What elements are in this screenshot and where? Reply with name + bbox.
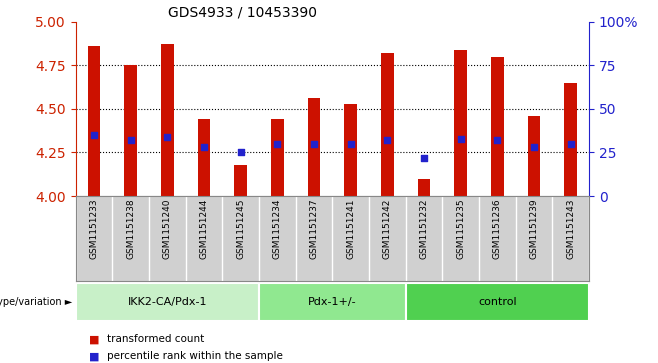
Bar: [491, 57, 503, 196]
Point: [236, 150, 246, 155]
Text: GDS4933 / 10453390: GDS4933 / 10453390: [168, 5, 317, 19]
Text: ■: ■: [89, 351, 99, 362]
Text: GSM1151240: GSM1151240: [163, 199, 172, 259]
Bar: [271, 119, 284, 196]
Text: ■: ■: [89, 334, 99, 344]
Text: GSM1151242: GSM1151242: [383, 199, 392, 259]
Bar: [454, 50, 467, 196]
Bar: [528, 116, 540, 196]
Text: GSM1151241: GSM1151241: [346, 199, 355, 259]
Text: Pdx-1+/-: Pdx-1+/-: [308, 297, 357, 307]
Point: [309, 141, 319, 147]
Point: [492, 137, 503, 143]
Text: transformed count: transformed count: [107, 334, 205, 344]
Text: GSM1151244: GSM1151244: [199, 199, 209, 259]
Text: genotype/variation ►: genotype/variation ►: [0, 297, 72, 307]
Text: GSM1151245: GSM1151245: [236, 199, 245, 259]
Bar: [405, 283, 589, 321]
Text: GSM1151233: GSM1151233: [89, 199, 99, 259]
Text: control: control: [478, 297, 517, 307]
Bar: [381, 53, 393, 196]
Point: [345, 141, 356, 147]
Point: [272, 141, 282, 147]
Bar: [234, 165, 247, 196]
Text: GSM1151237: GSM1151237: [309, 199, 318, 259]
Point: [528, 144, 539, 150]
Text: GSM1151235: GSM1151235: [456, 199, 465, 259]
Bar: [124, 65, 137, 196]
Point: [418, 155, 429, 160]
Text: GSM1151232: GSM1151232: [419, 199, 428, 259]
Text: GSM1151236: GSM1151236: [493, 199, 502, 259]
Point: [565, 141, 576, 147]
Bar: [259, 283, 405, 321]
Point: [89, 132, 99, 138]
Point: [382, 137, 393, 143]
Text: GSM1151238: GSM1151238: [126, 199, 135, 259]
Bar: [88, 46, 101, 196]
Point: [455, 136, 466, 142]
Point: [126, 137, 136, 143]
Bar: [344, 104, 357, 196]
Bar: [564, 83, 577, 196]
Bar: [76, 283, 259, 321]
Point: [199, 144, 209, 150]
Bar: [307, 98, 320, 196]
Text: GSM1151239: GSM1151239: [530, 199, 538, 259]
Bar: [418, 179, 430, 196]
Text: GSM1151243: GSM1151243: [566, 199, 575, 259]
Bar: [161, 44, 174, 196]
Point: [162, 134, 172, 140]
Text: percentile rank within the sample: percentile rank within the sample: [107, 351, 283, 362]
Text: GSM1151234: GSM1151234: [273, 199, 282, 259]
Text: IKK2-CA/Pdx-1: IKK2-CA/Pdx-1: [128, 297, 207, 307]
Bar: [197, 119, 211, 196]
